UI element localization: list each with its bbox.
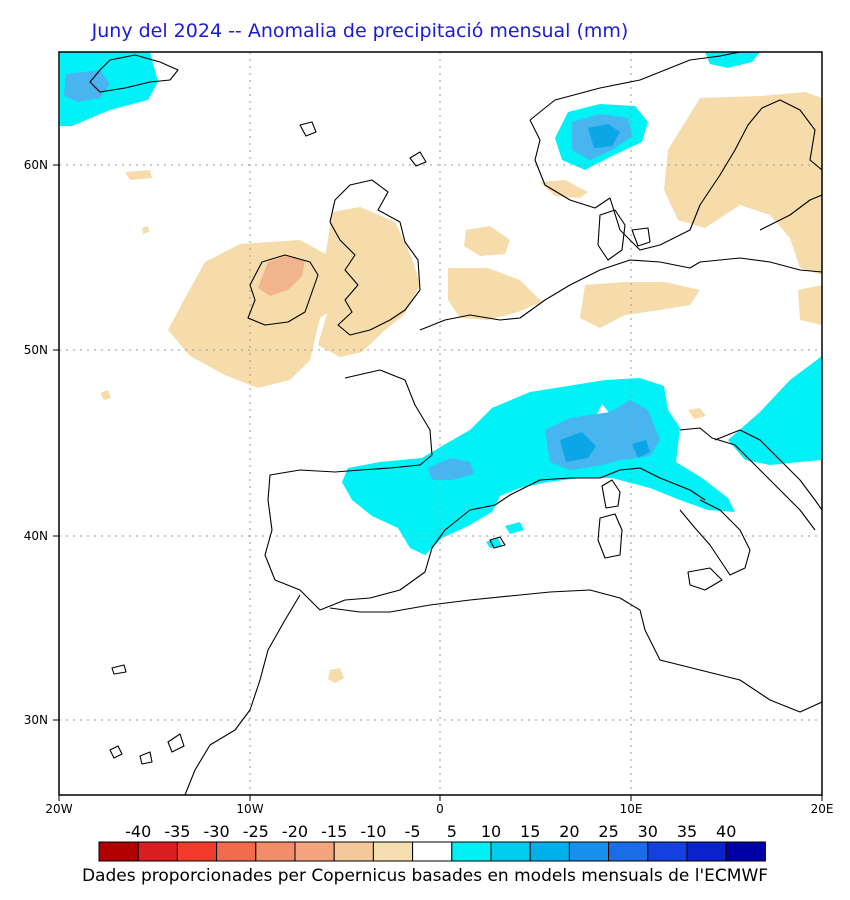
colorbar-box (216, 841, 257, 862)
colorbar-label: -30 (204, 822, 230, 841)
lon-label-0: 0 (436, 802, 444, 816)
lat-label-40n: 40N (24, 529, 48, 543)
colorbar-box (490, 841, 531, 862)
lon-label-20w: 20W (45, 802, 72, 816)
dry-anomaly-britain (318, 207, 420, 357)
data-credit: Dades proporcionades per Copernicus basa… (81, 866, 769, 886)
dry-anomaly-atlantic-dot (100, 390, 111, 400)
colorbar-box (255, 841, 296, 862)
dry-anomaly-germany (580, 282, 700, 328)
colorbar-box (725, 841, 766, 862)
dry-anomaly-atlantic-small (125, 170, 152, 180)
colorbar-box (98, 841, 139, 862)
colorbar-label: 35 (677, 822, 697, 841)
dry-anomaly-ireland-core (258, 256, 305, 296)
colorbar-box (372, 841, 414, 862)
colorbar-label: -35 (164, 822, 190, 841)
colorbar-box (686, 841, 727, 862)
colorbar-box (176, 841, 218, 862)
map-title: Juny del 2024 -- Anomalia de precipitaci… (91, 20, 629, 42)
colorbar-label: 20 (559, 822, 579, 841)
dry-anomaly-small (142, 226, 149, 234)
colorbar-label: -20 (282, 822, 308, 841)
wet-anomaly-norway-strong (588, 124, 620, 148)
colorbar-label: 30 (638, 822, 658, 841)
colorbar-box (294, 841, 335, 862)
lon-label-10w: 10W (236, 802, 263, 816)
wet-anomaly-alps-strong-2 (632, 440, 650, 458)
dry-anomaly-sweden-south (540, 180, 588, 198)
colorbar-box (568, 841, 610, 862)
colorbar-label: 40 (716, 822, 736, 841)
lon-label-10e: 10E (620, 802, 643, 816)
lon-label-20e: 20E (811, 802, 834, 816)
dry-anomaly-morocco-dot (328, 668, 344, 683)
dry-anomaly-denmark (464, 226, 510, 256)
wet-anomaly-island-2 (486, 538, 502, 548)
colorbar-label: 25 (598, 822, 618, 841)
dry-anomaly-baltic (798, 285, 822, 325)
colorbar-label: -15 (321, 822, 347, 841)
colorbar-box (529, 841, 570, 862)
wet-anomaly-north-tip (705, 52, 760, 68)
colorbar-label: -40 (125, 822, 151, 841)
colorbar-label: -5 (405, 822, 421, 841)
colorbar-box (412, 841, 453, 862)
colorbar: -40 -35 -30 -25 -20 -15 -10 -5 5 10 15 20 25 30 35 40 (98, 822, 766, 862)
tick-marks (53, 164, 823, 801)
lat-label-60n: 60N (24, 158, 48, 172)
colorbar-box (647, 841, 688, 862)
dry-anomaly-italy-dot (688, 408, 706, 419)
wet-anomaly-island-1 (505, 522, 524, 534)
colorbar-label: 15 (520, 822, 540, 841)
wet-anomaly-pyrenees-core (428, 458, 474, 480)
colorbar-box (137, 841, 178, 862)
wet-anomaly-iceland (60, 52, 158, 126)
colorbar-label: -25 (243, 822, 269, 841)
dry-anomaly-scandinavia (664, 92, 822, 275)
colorbar-box (608, 841, 649, 862)
lat-label-30n: 30N (24, 713, 48, 727)
colorbar-label: 5 (447, 822, 457, 841)
colorbar-label: 10 (481, 822, 501, 841)
lat-label-50n: 50N (24, 343, 48, 357)
coastlines (89, 52, 822, 795)
wet-anomaly-iceland-core (64, 70, 110, 102)
dry-anomaly-ireland (168, 240, 345, 388)
wet-anomaly-alps-strong (560, 432, 596, 462)
anomaly-shading (60, 52, 822, 683)
colorbar-box (451, 841, 492, 862)
dry-anomaly-north-sea (448, 268, 542, 320)
colorbar-box (333, 841, 374, 862)
graticule (59, 52, 822, 795)
colorbar-label: -10 (360, 822, 386, 841)
wet-anomaly-balkans (728, 356, 822, 465)
